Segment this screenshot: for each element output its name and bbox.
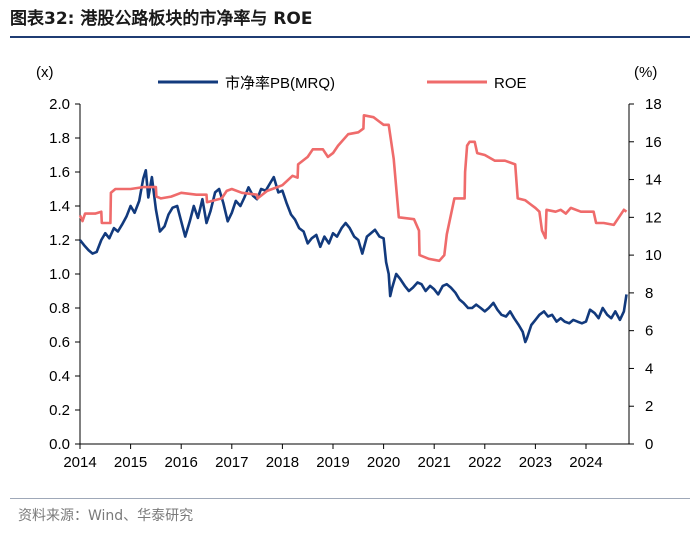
y-left-tick-label: 0.6 bbox=[49, 334, 70, 351]
y-left-tick-label: 2.0 bbox=[49, 96, 70, 113]
right-axis-unit: (%) bbox=[634, 64, 657, 81]
y-right-tick-label: 6 bbox=[645, 323, 653, 340]
footer-rule bbox=[10, 498, 690, 499]
y-left-tick-label: 1.6 bbox=[49, 164, 70, 181]
figure-label: 图表32: bbox=[10, 9, 75, 29]
x-tick-label: 2023 bbox=[519, 454, 552, 471]
x-tick-label: 2022 bbox=[468, 454, 501, 471]
x-tick-label: 2017 bbox=[215, 454, 248, 471]
y-left-tick-label: 1.0 bbox=[49, 266, 70, 283]
y-right-tick-label: 8 bbox=[645, 285, 653, 302]
y-right-tick-label: 10 bbox=[645, 247, 662, 264]
pb-series-line bbox=[78, 169, 628, 344]
legend-pb-label: 市净率PB(MRQ) bbox=[225, 75, 335, 92]
y-left-tick-label: 0.2 bbox=[49, 402, 70, 419]
x-tick-label: 2018 bbox=[266, 454, 299, 471]
x-tick-label: 2019 bbox=[316, 454, 349, 471]
title-rule bbox=[10, 36, 690, 38]
chart-legend: 市净率PB(MRQ) ROE bbox=[158, 75, 527, 92]
y-right-tick-label: 18 bbox=[645, 96, 662, 113]
chart-series bbox=[78, 114, 628, 344]
chart-ticks: 0.0 0.2 0.4 0.6 0.8 1.0 1.2 1.4 1.6 1.8 2.0 0 2 4 6 8 10… bbox=[49, 96, 662, 471]
y-right-tick-label: 0 bbox=[645, 436, 653, 453]
y-right-tick-label: 12 bbox=[645, 209, 662, 226]
x-tick-label: 2014 bbox=[63, 454, 96, 471]
x-tick-label: 2016 bbox=[165, 454, 198, 471]
chart-axes: (x) (%) bbox=[36, 64, 657, 445]
roe-series-line bbox=[78, 114, 628, 263]
y-left-tick-label: 1.8 bbox=[49, 130, 70, 147]
chart-canvas: (x) (%) 0.0 0.2 0.4 0.6 0.8 1.0 1.2 1.4 1.6 1.8 2.0… bbox=[36, 64, 662, 471]
x-tick-label: 2015 bbox=[114, 454, 147, 471]
x-tick-label: 2020 bbox=[367, 454, 400, 471]
figure-title: 港股公路板块的市净率与 ROE bbox=[80, 9, 313, 29]
legend-roe-label: ROE bbox=[494, 75, 527, 92]
y-left-tick-label: 0.4 bbox=[49, 368, 70, 385]
figure-title-block: 图表32: 港股公路板块的市净率与 ROE bbox=[10, 4, 312, 29]
y-right-tick-label: 4 bbox=[645, 360, 653, 377]
x-tick-label: 2024 bbox=[569, 454, 602, 471]
y-left-tick-label: 0.8 bbox=[49, 300, 70, 317]
y-right-tick-label: 2 bbox=[645, 398, 653, 415]
y-left-tick-label: 1.4 bbox=[49, 198, 70, 215]
y-right-tick-label: 16 bbox=[645, 134, 662, 151]
left-axis-unit: (x) bbox=[36, 64, 54, 81]
x-tick-label: 2021 bbox=[418, 454, 451, 471]
y-left-tick-label: 1.2 bbox=[49, 232, 70, 249]
source-note: 资料来源：Wind、华泰研究 bbox=[18, 508, 194, 524]
y-right-tick-label: 14 bbox=[645, 172, 662, 189]
y-left-tick-label: 0.0 bbox=[49, 436, 70, 453]
